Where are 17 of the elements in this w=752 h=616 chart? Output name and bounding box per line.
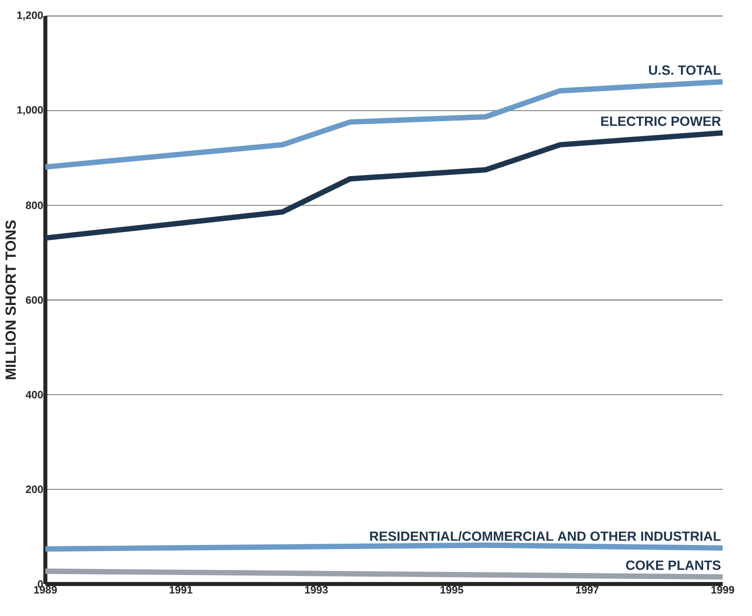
series-label: ELECTRIC POWER — [601, 116, 721, 126]
y-tick-label: 600 — [26, 296, 43, 304]
x-tick-label: 1999 — [711, 586, 734, 594]
x-tick-label: 1993 — [305, 586, 328, 594]
y-tick-label: 800 — [26, 202, 43, 210]
y-tick-label: 1,200 — [17, 11, 43, 21]
y-tick-label: 400 — [26, 390, 43, 398]
y-tick-label: 1,000 — [17, 106, 43, 116]
series-label: COKE PLANTS — [626, 560, 721, 570]
x-tick-label: 1991 — [170, 586, 192, 594]
x-tick-label: 1989 — [34, 586, 57, 594]
series-label: RESIDENTIAL/COMMERCIAL AND OTHER INDUSTRIAL — [370, 531, 721, 542]
x-tick-label: 1997 — [576, 586, 599, 594]
y-tick-label: 200 — [26, 486, 43, 494]
y-axis-title: MILLION SHORT TONS — [5, 220, 16, 380]
x-tick-label: 1995 — [440, 586, 464, 594]
series-label: U.S. TOTAL — [649, 65, 721, 75]
